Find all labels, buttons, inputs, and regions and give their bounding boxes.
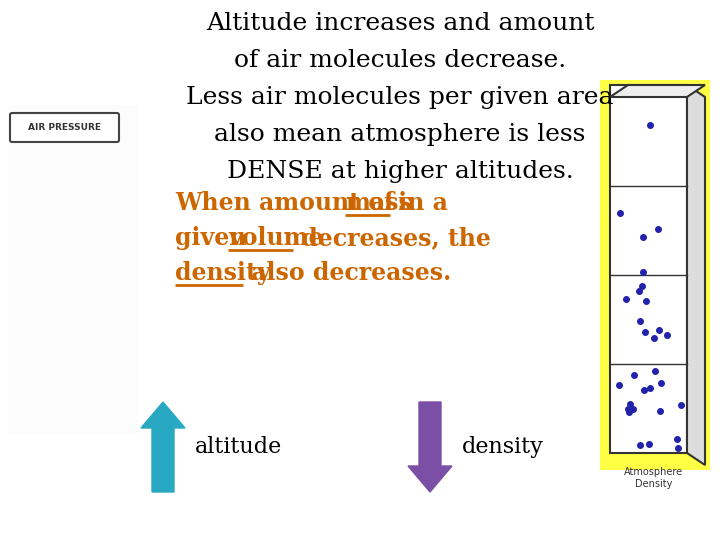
Polygon shape	[687, 85, 705, 465]
Polygon shape	[610, 85, 705, 97]
Text: density: density	[175, 261, 271, 285]
Text: Atmosphere
Density: Atmosphere Density	[624, 467, 683, 489]
Text: altitude: altitude	[195, 436, 282, 458]
Text: Altitude increases and amount: Altitude increases and amount	[206, 12, 594, 35]
Bar	[600, 80, 710, 470]
Text: When amount of: When amount of	[175, 191, 402, 215]
Text: in a: in a	[390, 191, 448, 215]
Text: also mean atmosphere is less: also mean atmosphere is less	[215, 123, 585, 146]
Text: given: given	[175, 226, 255, 250]
Bar	[8, 105, 138, 435]
Bar	[610, 85, 687, 453]
Text: DENSE at higher altitudes.: DENSE at higher altitudes.	[227, 160, 573, 183]
Text: also decreases.: also decreases.	[243, 261, 451, 285]
FancyArrow shape	[141, 402, 185, 492]
Text: of air molecules decrease.: of air molecules decrease.	[234, 49, 566, 72]
Text: volume: volume	[228, 226, 323, 250]
Text: Less air molecules per given area: Less air molecules per given area	[186, 86, 613, 109]
Text: density: density	[462, 436, 544, 458]
FancyArrow shape	[408, 402, 452, 492]
FancyBboxPatch shape	[10, 113, 119, 142]
Text: AIR PRESSURE: AIR PRESSURE	[27, 124, 101, 132]
Text: mass: mass	[345, 191, 412, 215]
Text: decreases, the: decreases, the	[293, 226, 491, 250]
